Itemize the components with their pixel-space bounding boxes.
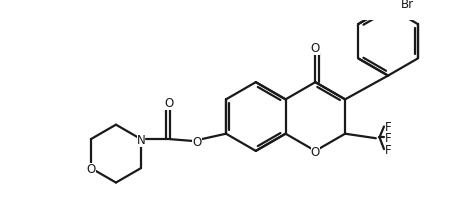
- Text: O: O: [311, 42, 320, 55]
- Text: O: O: [164, 97, 174, 110]
- Text: O: O: [86, 163, 95, 176]
- Text: F: F: [385, 144, 392, 157]
- Text: O: O: [311, 146, 320, 159]
- Text: Br: Br: [401, 0, 414, 11]
- Text: O: O: [193, 136, 202, 149]
- Text: F: F: [385, 122, 392, 134]
- Text: F: F: [385, 132, 392, 145]
- Text: N: N: [137, 134, 145, 147]
